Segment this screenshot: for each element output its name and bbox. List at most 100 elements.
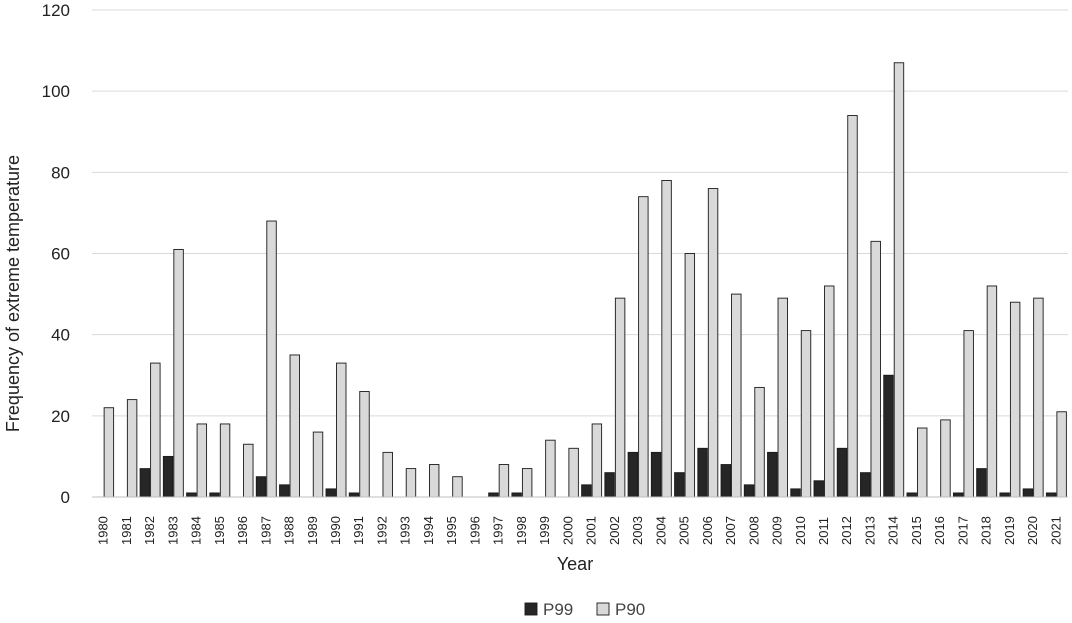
bar-p90-1988 xyxy=(289,354,300,498)
bar-p90-2002 xyxy=(614,297,626,498)
bar-p99-2005 xyxy=(674,472,685,498)
x-tick-label: 2010 xyxy=(793,516,808,545)
bar-p90-2017 xyxy=(963,330,974,498)
bar-p99-1983 xyxy=(162,455,174,498)
legend-label-p90: P90 xyxy=(615,600,645,619)
bar-p99-2021 xyxy=(1045,492,1057,498)
y-tick-label: 80 xyxy=(51,163,70,182)
bar-p99-2008 xyxy=(743,484,755,498)
bar-p99-2011 xyxy=(813,480,824,498)
bar-p90-2001 xyxy=(591,423,603,498)
x-tick-label: 2008 xyxy=(746,516,761,545)
bar-p90-1997 xyxy=(498,464,510,498)
bar-p99-2015 xyxy=(906,492,917,498)
bar-p90-2019 xyxy=(1009,301,1021,498)
x-tick-label: 1986 xyxy=(235,516,250,545)
bar-p99-1984 xyxy=(186,492,197,498)
bar-p99-2002 xyxy=(604,472,615,498)
bar-p90-1984 xyxy=(196,423,208,498)
bar-p90-2005 xyxy=(684,253,696,498)
bar-p90-2012 xyxy=(847,115,858,498)
x-tick-label: 1995 xyxy=(444,516,459,545)
bar-p99-2007 xyxy=(720,464,731,498)
x-tick-label: 2018 xyxy=(979,516,994,545)
bar-p99-2020 xyxy=(1022,488,1034,498)
x-tick-label: 1989 xyxy=(305,516,320,545)
bar-p90-2018 xyxy=(986,285,998,498)
x-tick-label: 1993 xyxy=(398,516,413,545)
bar-p99-2009 xyxy=(767,451,778,498)
bar-p90-1987 xyxy=(266,220,277,498)
bar-p99-2013 xyxy=(860,472,871,498)
bar-p90-2007 xyxy=(731,293,742,498)
bar-p90-1999 xyxy=(545,439,556,498)
y-axis-ticks: 0 20 40 60 80 100 120 xyxy=(42,1,70,507)
legend-swatch-p99 xyxy=(524,602,538,616)
bar-p90-1981 xyxy=(126,399,138,498)
y-tick-label: 60 xyxy=(51,245,70,264)
bar-p90-1990 xyxy=(336,362,347,498)
y-tick-label: 40 xyxy=(51,326,70,345)
x-tick-label: 2019 xyxy=(1002,516,1017,545)
bar-p90-1995 xyxy=(452,476,463,498)
bar-p90-2000 xyxy=(568,447,579,498)
x-tick-label: 2009 xyxy=(770,516,785,545)
x-tick-label: 1991 xyxy=(351,516,366,545)
x-tick-label: 1987 xyxy=(258,516,273,545)
bar-p99-2019 xyxy=(999,492,1010,498)
bar-p99-1985 xyxy=(209,492,220,498)
x-tick-label: 1999 xyxy=(537,516,552,545)
x-tick-label: 1988 xyxy=(282,516,297,545)
x-axis-title: Year xyxy=(557,554,593,574)
x-tick-label: 2006 xyxy=(700,516,715,545)
x-tick-label: 1990 xyxy=(328,516,343,545)
bar-p90-1991 xyxy=(359,391,370,498)
bar-p99-1990 xyxy=(325,488,336,498)
bar-p90-2008 xyxy=(754,386,765,498)
bar-p90-1998 xyxy=(521,468,533,498)
x-tick-label: 2011 xyxy=(816,517,831,545)
bar-p99-2018 xyxy=(976,468,987,498)
bar-p99-1987 xyxy=(255,476,267,498)
bar-p90-1993 xyxy=(405,468,417,498)
bar-p90-2004 xyxy=(661,179,672,498)
bar-p90-2011 xyxy=(824,285,835,498)
bar-p99-2012 xyxy=(836,447,848,498)
bar-p90-1989 xyxy=(312,431,324,498)
x-tick-label: 1985 xyxy=(212,516,227,545)
x-tick-label: 1994 xyxy=(421,516,436,545)
bar-p99-2010 xyxy=(790,488,801,498)
bar-p90-1985 xyxy=(219,423,231,498)
bar-p90-1980 xyxy=(103,407,115,498)
bar-p99-1982 xyxy=(139,468,151,498)
bar-p90-1994 xyxy=(429,464,440,498)
x-axis-ticks: 1980 1981 1982 1983 1984 1985 1986 1987 1988 1989… xyxy=(96,516,1064,545)
x-tick-label: 2002 xyxy=(607,516,622,545)
bar-p99-2017 xyxy=(952,492,964,498)
bar-p99-2006 xyxy=(697,447,708,498)
x-tick-label: 2016 xyxy=(932,516,947,545)
bar-p90-2003 xyxy=(638,196,649,498)
bar-p99-1997 xyxy=(488,492,499,498)
x-tick-label: 2001 xyxy=(584,516,599,545)
x-tick-label: 1992 xyxy=(374,516,389,545)
bar-p99-2001 xyxy=(581,484,592,498)
x-tick-label: 1998 xyxy=(514,516,529,545)
bar-p90-2010 xyxy=(800,330,812,498)
bar-p90-2013 xyxy=(870,240,881,498)
x-tick-label: 1982 xyxy=(142,516,157,545)
x-tick-label: 2014 xyxy=(886,516,901,545)
y-tick-label: 0 xyxy=(61,488,70,507)
y-axis-title: Frequency of extreme temperature xyxy=(3,155,23,432)
bars xyxy=(103,62,1067,498)
x-tick-label: 2020 xyxy=(1025,516,1040,545)
x-tick-label: 1997 xyxy=(491,516,506,545)
legend: P99 P90 xyxy=(524,600,645,619)
bar-p90-1986 xyxy=(243,443,254,498)
x-tick-label: 2017 xyxy=(955,516,970,545)
bar-p90-2009 xyxy=(777,297,788,498)
x-tick-label: 2021 xyxy=(1048,516,1063,545)
x-tick-label: 2004 xyxy=(653,516,668,545)
x-tick-label: 2012 xyxy=(839,516,854,545)
